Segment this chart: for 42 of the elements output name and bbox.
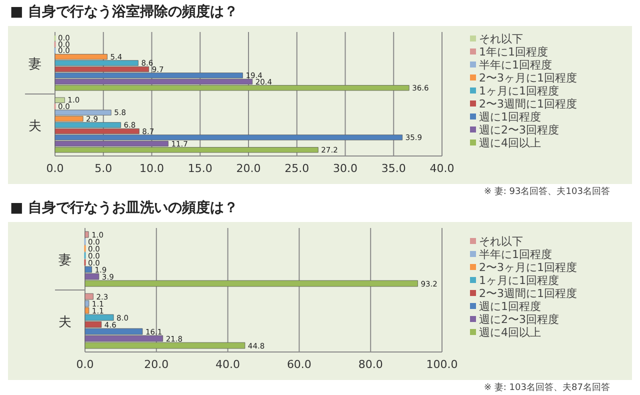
x-tick-label: 40.0 bbox=[430, 162, 454, 175]
legend-label: 1ヶ月に1回程度 bbox=[479, 274, 559, 287]
x-tick-label: 0.0 bbox=[46, 162, 64, 175]
x-tick-label: 35.0 bbox=[381, 162, 406, 175]
legend-label: 週に4回以上 bbox=[479, 136, 541, 150]
y-tick-label: 夫 bbox=[58, 315, 72, 330]
x-tick-label: 100.0 bbox=[426, 358, 458, 371]
y-tick-label: 夫 bbox=[28, 119, 42, 134]
legend-label: 半年に1回程度 bbox=[479, 248, 552, 261]
legend-label: 2〜3週間に1回程度 bbox=[479, 287, 577, 300]
text: ※ 妻: 93名回答、夫103名回答 bbox=[484, 186, 610, 197]
legend-label: 2〜3ヶ月に1回程度 bbox=[479, 261, 577, 274]
legend-label: 1年に1回程度 bbox=[479, 46, 548, 58]
legend-label: 週に1回程度 bbox=[479, 110, 541, 124]
legend-label: 週に1回程度 bbox=[479, 300, 541, 313]
x-tick-label: 0.0 bbox=[76, 358, 94, 371]
x-tick-label: 25.0 bbox=[284, 162, 310, 175]
x-tick-label: 60.0 bbox=[286, 358, 312, 371]
y-tick-label: 妻 bbox=[58, 253, 72, 268]
legend-label: 半年に1回程度 bbox=[479, 58, 552, 72]
legend-label: 2〜3ヶ月に1回程度 bbox=[479, 72, 577, 84]
legend-label: 週に2〜3回程度 bbox=[479, 124, 559, 136]
legend-label: それ以下 bbox=[479, 235, 523, 248]
legend-label: それ以下 bbox=[479, 32, 523, 46]
x-tick-label: 30.0 bbox=[333, 162, 358, 175]
bar bbox=[54, 97, 65, 103]
legend-label: 1ヶ月に1回程度 bbox=[479, 84, 559, 98]
x-tick-label: 80.0 bbox=[358, 358, 383, 371]
legend-label: 2〜3週間に1回程度 bbox=[479, 98, 577, 110]
text: ※ 妻: 103名回答、夫87名回答 bbox=[484, 382, 610, 393]
y-tick-label: 妻 bbox=[28, 57, 42, 72]
chart-title: ■ 自身で行なうお皿洗いの頻度は？ bbox=[10, 199, 238, 216]
x-tick-label: 15.0 bbox=[188, 162, 212, 175]
x-tick-label: 20.0 bbox=[236, 162, 261, 175]
legend-label: 週に4回以上 bbox=[479, 326, 541, 339]
chart-title: ■ 自身で行なう浴室掃除の頻度は？ bbox=[10, 3, 238, 20]
x-tick-label: 20.0 bbox=[144, 358, 169, 371]
bar bbox=[84, 231, 89, 238]
legend-label: 週に2〜3回程度 bbox=[479, 313, 559, 326]
x-tick-label: 5.0 bbox=[94, 162, 112, 175]
x-tick-label: 40.0 bbox=[216, 358, 240, 371]
x-tick-label: 10.0 bbox=[140, 162, 164, 175]
